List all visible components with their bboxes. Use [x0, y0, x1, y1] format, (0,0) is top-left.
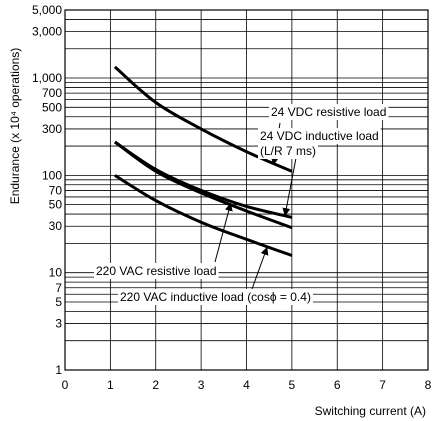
series-220vac-resistive [114, 140, 293, 230]
annotation-24vdc-inductive-lr: (L/R 7 ms) [260, 144, 316, 158]
plot-frame [64, 9, 429, 371]
y-axis-label: Endurance (x 10⁴ operations) [8, 48, 22, 205]
y-tick-label: 7 [55, 281, 62, 295]
x-tick-label: 5 [289, 378, 296, 392]
x-tick-label: 6 [334, 378, 341, 392]
y-tick-label: 1 [55, 363, 62, 377]
annotation-220vac-inductive: 220 VAC inductive load (cosϕ = 0.4) [120, 290, 311, 304]
annotation-bg [94, 263, 219, 279]
y-tick-label: 10 [49, 266, 63, 280]
annotation-bg [258, 128, 381, 144]
series-lines [113, 65, 293, 257]
y-tick-label: 100 [42, 168, 62, 182]
x-tick-label: 1 [107, 378, 114, 392]
x-axis-label: Switching current (A) [315, 404, 426, 418]
y-tick-label: 1,000 [32, 71, 62, 85]
annotation-backgrounds [94, 104, 389, 305]
leader-220vac-inductive [251, 246, 269, 290]
y-tick-label: 3,000 [32, 25, 62, 39]
y-tick-label: 3 [55, 317, 62, 331]
leader-24vdc-inductive [282, 157, 297, 217]
y-tick-label: 70 [49, 183, 63, 197]
x-tick-label: 3 [198, 378, 205, 392]
annotation-bg [118, 289, 313, 305]
annotation-bg [269, 104, 389, 120]
y-tick-label: 300 [42, 122, 62, 136]
leader-220vac-resistive [214, 202, 233, 263]
annotation-24vdc-inductive: 24 VDC inductive load [260, 129, 379, 143]
y-tick-label: 5,000 [32, 3, 62, 17]
series-220vac-inductive [114, 174, 293, 257]
tick-labels: 0 1 2 3 4 5 6 7 81357103050701003005007001,0003,… [32, 3, 432, 392]
annotation-24vdc-resistive: 24 VDC resistive load [271, 105, 386, 119]
x-tick-label: 8 [425, 378, 432, 392]
grid [64, 9, 429, 371]
annotation-bg [258, 143, 319, 159]
y-tick-label: 700 [42, 86, 62, 100]
y-tick-label: 30 [49, 219, 63, 233]
annotations: 24 VDC resistive load 24 VDC inductive l… [96, 105, 386, 304]
x-tick-label: 2 [152, 378, 159, 392]
y-tick-label: 500 [42, 100, 62, 114]
x-tick-label: 0 [62, 378, 69, 392]
y-tick-label: 5 [55, 295, 62, 309]
y-tick-label: 50 [49, 198, 63, 212]
x-tick-label: 7 [379, 378, 386, 392]
annotation-220vac-resistive: 220 VAC resistive load [96, 264, 217, 278]
x-tick-label: 4 [243, 378, 250, 392]
plot-border [64, 9, 429, 371]
